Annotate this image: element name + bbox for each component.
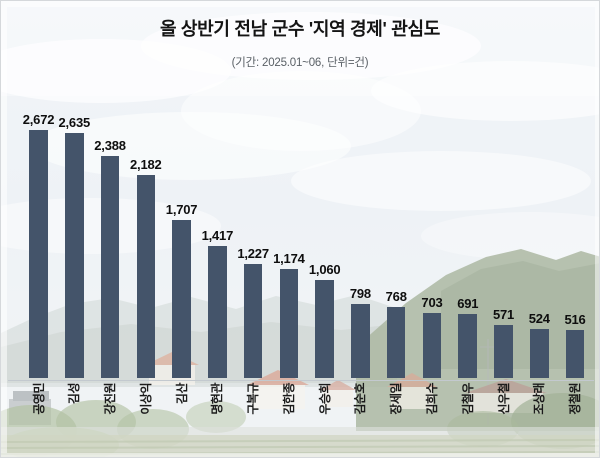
bar xyxy=(243,264,263,378)
bar xyxy=(458,313,477,378)
bar-value-label: 516 xyxy=(564,312,586,328)
bar-category-label: 정철원 xyxy=(568,383,583,415)
bar xyxy=(136,175,156,378)
bar-category-label: 강진원 xyxy=(103,383,118,415)
bar-category-label: 김한종 xyxy=(281,383,296,415)
bar-value-label: 2,635 xyxy=(58,115,91,131)
bar xyxy=(279,269,299,378)
road xyxy=(1,427,599,435)
clouds xyxy=(1,12,599,260)
bar-value-label: 2,672 xyxy=(22,112,55,127)
bar xyxy=(29,130,48,378)
bar-value-label: 1,417 xyxy=(201,228,234,244)
bar-category-label: 장세일 xyxy=(389,383,404,415)
bar-category-label: 신우철 xyxy=(496,383,511,415)
bar xyxy=(315,279,334,378)
bar-value-label: 1,060 xyxy=(308,261,341,277)
chart-title: 올 상반기 전남 군수 '지역 경제' 관심도 xyxy=(159,19,441,39)
bar-category-label: 명현관 xyxy=(210,383,225,415)
bar-category-label: 이상익 xyxy=(138,383,153,415)
bar-value-label: 571 xyxy=(492,307,515,323)
bar-value-label: 1,707 xyxy=(165,201,198,217)
bar xyxy=(351,303,370,378)
title-area-fade xyxy=(1,1,599,96)
bar xyxy=(565,330,585,378)
bar xyxy=(386,306,406,378)
bar xyxy=(494,325,513,378)
bar xyxy=(100,156,120,378)
bar-category-label: 김순호 xyxy=(353,383,368,415)
bar-value-label: 1,174 xyxy=(273,251,305,267)
bar-value-label: 524 xyxy=(528,311,550,327)
bar-category-label: 구복규 xyxy=(246,383,261,415)
bar-value-label: 2,182 xyxy=(130,157,162,173)
bar-value-label: 2,388 xyxy=(94,138,126,154)
bar xyxy=(172,219,191,378)
bar-category-label: 공영민 xyxy=(31,383,46,415)
bar-value-label: 703 xyxy=(421,294,443,310)
bar xyxy=(208,246,227,378)
bar-category-label: 우승희 xyxy=(317,383,332,415)
right-mountain-shade xyxy=(441,261,599,369)
bar-value-label: 798 xyxy=(349,285,371,301)
chart-subtitle: (기간: 2025.01~06, 단위=건) xyxy=(231,57,369,69)
bar-value-label: 691 xyxy=(457,295,479,311)
x-axis-line xyxy=(8,380,594,381)
bar xyxy=(422,312,442,378)
bar-category-label: 김희수 xyxy=(424,383,439,415)
bar-category-label: 김산 xyxy=(174,383,189,405)
bar-category-label: 김성 xyxy=(67,383,82,405)
bar-value-label: 768 xyxy=(385,288,407,304)
bar-category-label: 조상래 xyxy=(532,383,547,415)
bar xyxy=(530,329,549,378)
bar xyxy=(65,133,84,378)
bar-value-label: 1,227 xyxy=(237,246,269,262)
bar-category-label: 김철우 xyxy=(460,383,475,415)
